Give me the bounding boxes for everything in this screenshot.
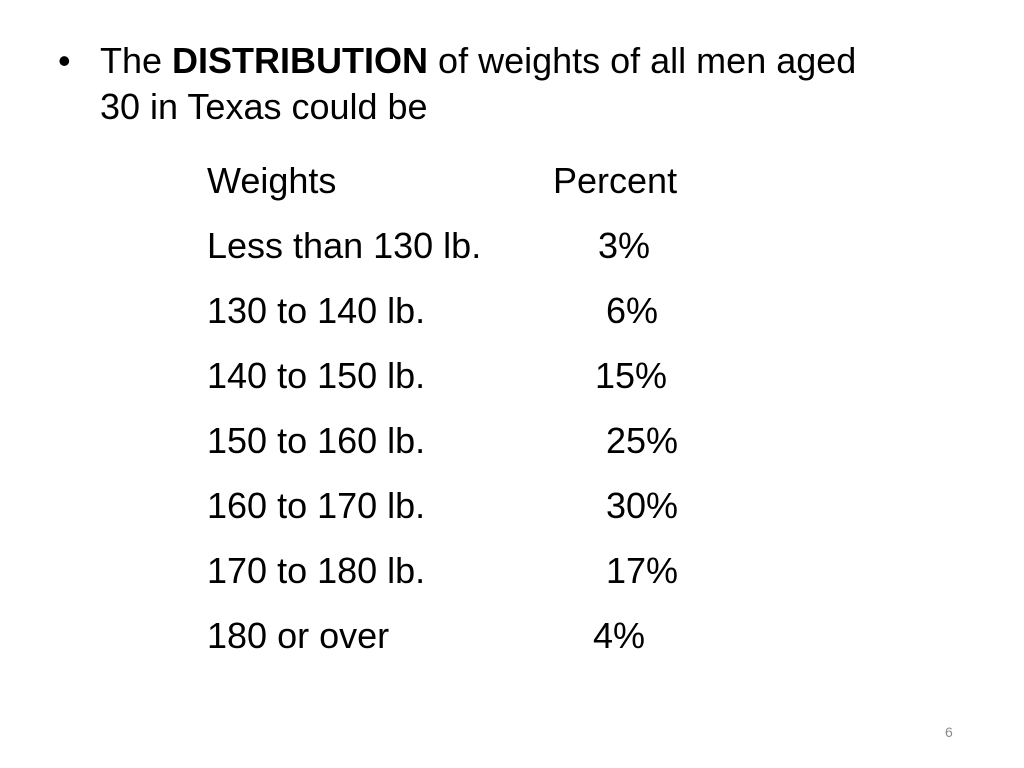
percent-cell: 4% bbox=[593, 615, 646, 656]
percent-cell: 15% bbox=[595, 355, 668, 396]
bullet-text-line2: 30 in Texas could be bbox=[100, 86, 428, 127]
percent-cell: 25% bbox=[606, 420, 679, 461]
weight-cell: 130 to 140 lb. bbox=[207, 290, 426, 331]
bullet-text-suffix: of weights of all men aged bbox=[428, 40, 857, 81]
header-percent: Percent bbox=[553, 160, 678, 201]
bullet-text: The DISTRIBUTION of weights of all men a… bbox=[100, 38, 978, 130]
percent-cell: 30% bbox=[606, 485, 679, 526]
page-number: 6 bbox=[945, 724, 953, 740]
percent-cell: 6% bbox=[606, 290, 659, 331]
bullet-text-prefix: The bbox=[100, 40, 173, 81]
bullet-item: • The DISTRIBUTION of weights of all men… bbox=[58, 38, 978, 130]
percent-cell: 3% bbox=[598, 225, 651, 266]
weight-cell: 160 to 170 lb. bbox=[207, 485, 426, 526]
bullet-icon: • bbox=[58, 40, 71, 81]
weight-cell: Less than 130 lb. bbox=[207, 225, 482, 266]
weight-cell: 150 to 160 lb. bbox=[207, 420, 426, 461]
percent-cell: 17% bbox=[606, 550, 679, 591]
header-weights: Weights bbox=[207, 160, 337, 201]
weight-cell: 140 to 150 lb. bbox=[207, 355, 426, 396]
bullet-text-emphasis: DISTRIBUTION bbox=[172, 40, 429, 81]
weight-cell: 170 to 180 lb. bbox=[207, 550, 426, 591]
weight-cell: 180 or over bbox=[207, 615, 390, 656]
